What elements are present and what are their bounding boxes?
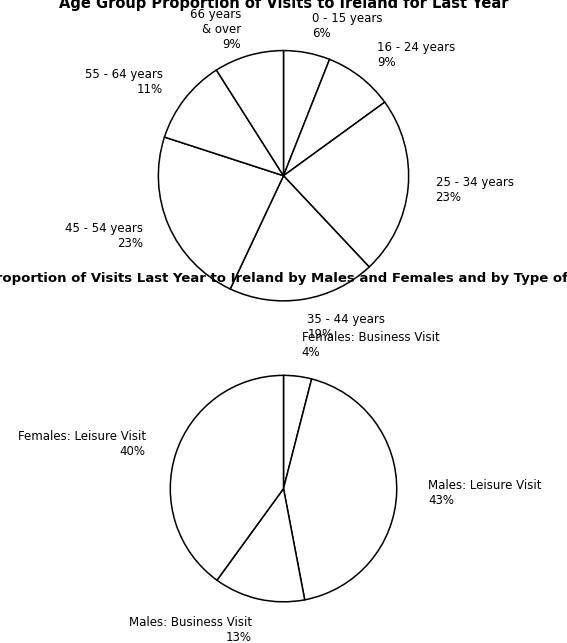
Wedge shape: [284, 379, 397, 600]
Text: 25 - 34 years
23%: 25 - 34 years 23%: [435, 176, 514, 204]
Wedge shape: [164, 70, 284, 176]
Text: Females: Leisure Visit
40%: Females: Leisure Visit 40%: [18, 430, 146, 458]
Text: 55 - 64 years
11%: 55 - 64 years 11%: [85, 68, 163, 96]
Text: Males: Business Visit
13%: Males: Business Visit 13%: [129, 616, 252, 643]
Text: 45 - 54 years
23%: 45 - 54 years 23%: [65, 222, 143, 250]
Wedge shape: [158, 137, 284, 289]
Text: 66 years
& over
9%: 66 years & over 9%: [189, 8, 241, 51]
Text: 16 - 24 years
9%: 16 - 24 years 9%: [377, 41, 455, 69]
Text: Males: Leisure Visit
43%: Males: Leisure Visit 43%: [428, 479, 542, 507]
Wedge shape: [217, 489, 304, 602]
Wedge shape: [230, 176, 369, 301]
Text: Proportion of Visits Last Year to Ireland by Males and Females and by Type of Vi: Proportion of Visits Last Year to Irelan…: [0, 272, 567, 285]
Wedge shape: [217, 51, 284, 176]
Wedge shape: [170, 376, 284, 580]
Wedge shape: [284, 59, 385, 176]
Wedge shape: [284, 51, 329, 176]
Text: 35 - 44 years
19%: 35 - 44 years 19%: [307, 312, 386, 341]
Wedge shape: [284, 102, 409, 267]
Wedge shape: [284, 376, 312, 489]
Text: 0 - 15 years
6%: 0 - 15 years 6%: [312, 12, 383, 40]
Text: Females: Business Visit
4%: Females: Business Visit 4%: [302, 331, 439, 359]
Title: Age Group Proportion of Visits to Ireland for Last Year: Age Group Proportion of Visits to Irelan…: [59, 0, 508, 11]
